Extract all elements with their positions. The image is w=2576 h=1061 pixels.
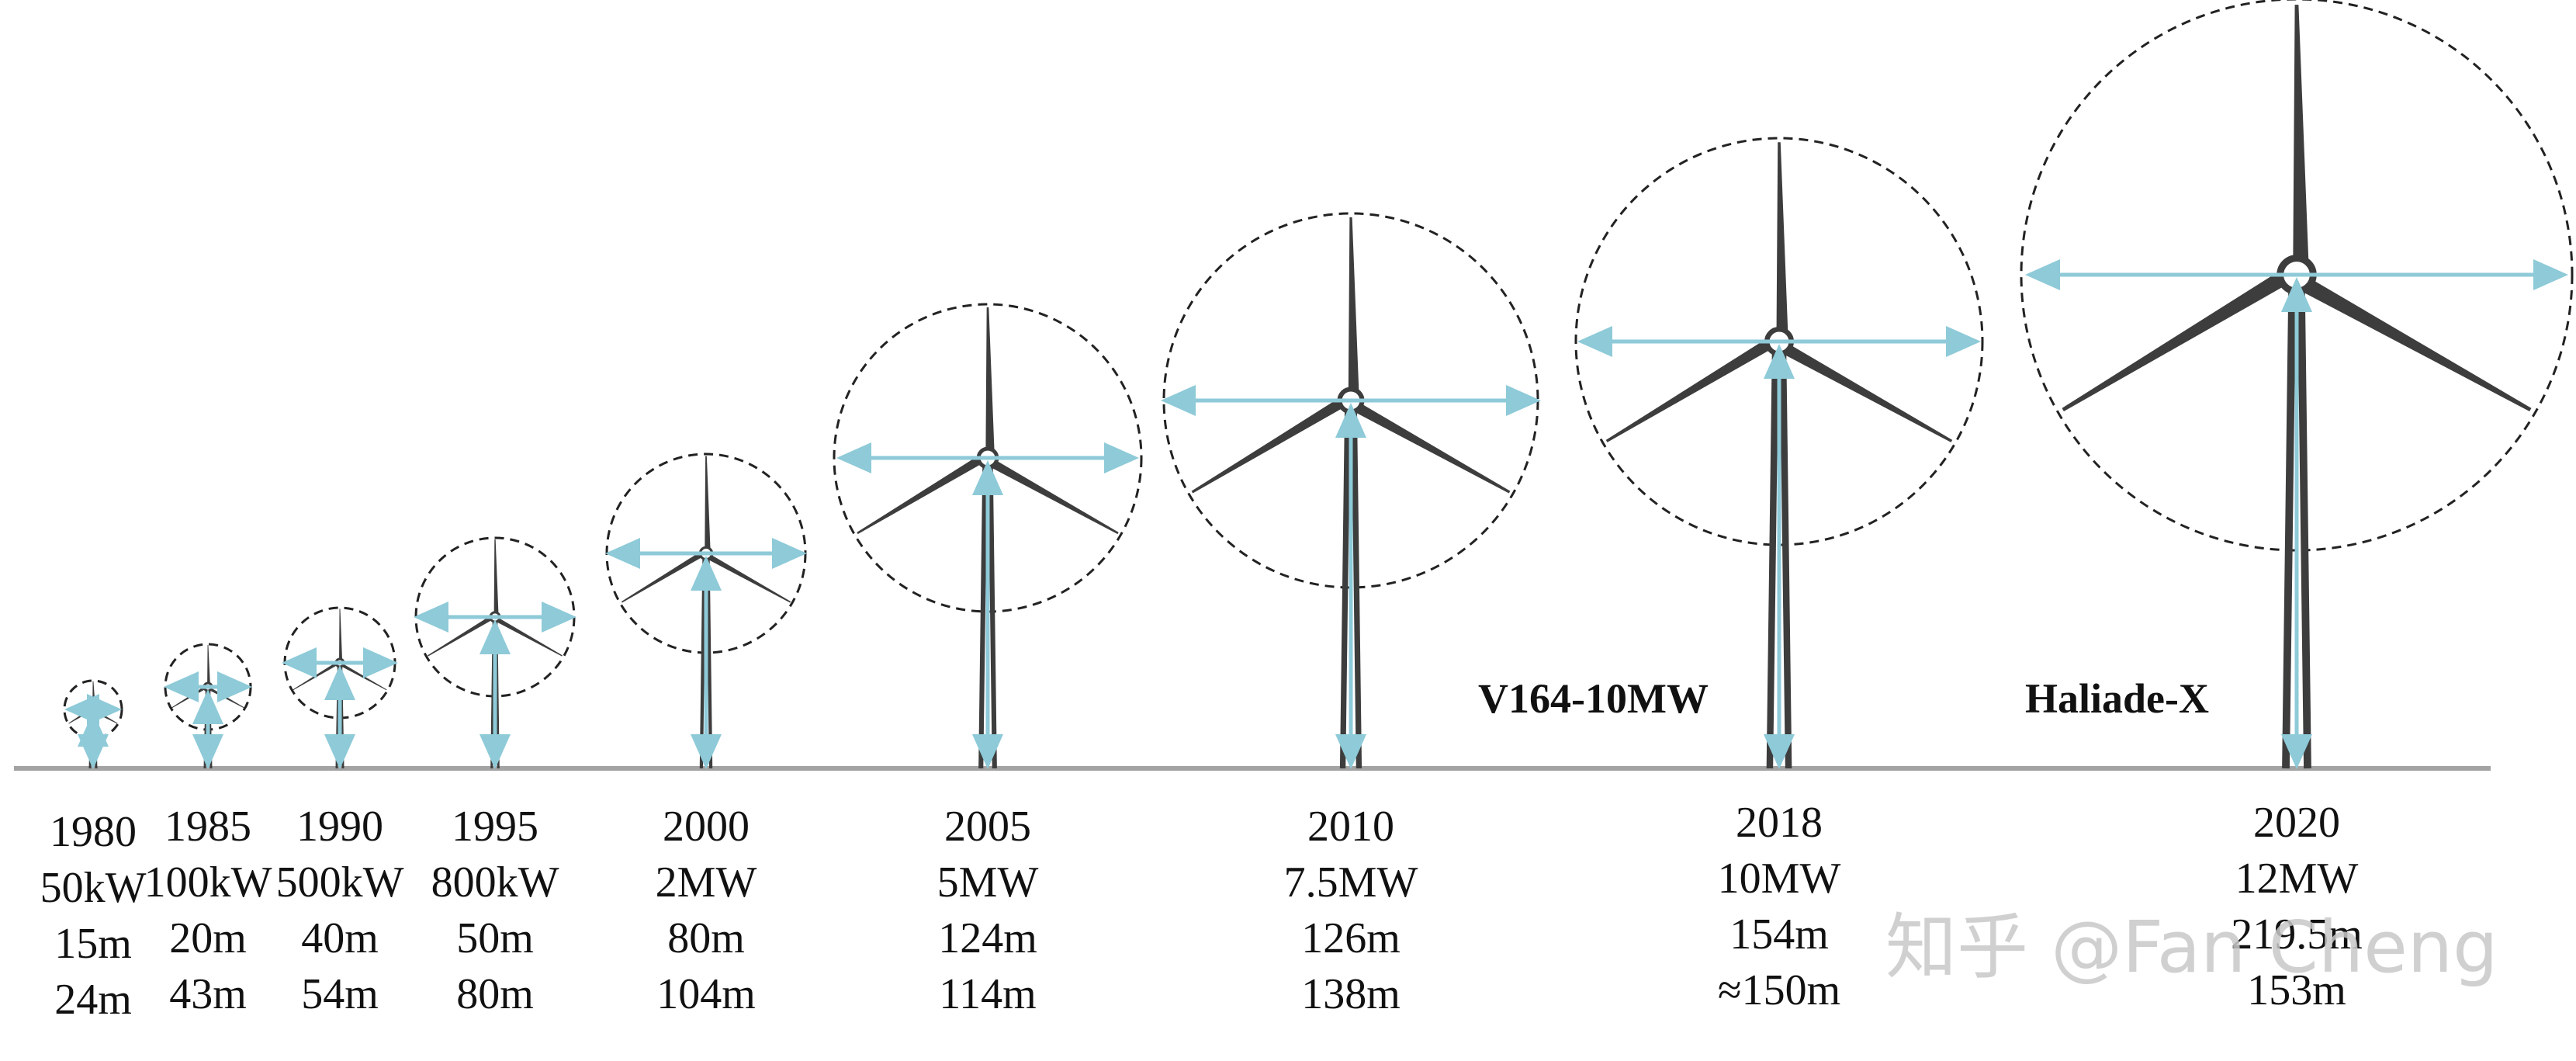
blade-1 — [339, 609, 343, 663]
label-year: 1990 — [296, 803, 383, 851]
model-name: Haliade-X — [2025, 675, 2209, 722]
blade-3 — [338, 662, 387, 691]
label-year: 1980 — [50, 808, 137, 856]
turbine-2010 — [1161, 212, 1541, 769]
turbine-1985 — [164, 643, 252, 769]
label-power: 100kW — [144, 858, 272, 907]
turbine-2005 — [833, 303, 1143, 769]
blade-3 — [493, 615, 563, 657]
label-diameter: 50m — [456, 914, 534, 962]
tower-right — [2297, 274, 2311, 769]
blade-2 — [1191, 393, 1352, 494]
label-year: 2018 — [1736, 799, 1823, 847]
blade-3 — [2290, 271, 2532, 412]
blade-3 — [1346, 398, 1511, 494]
label-group-1980: 1980 50kW 15m 24m — [40, 808, 147, 1024]
blade-2 — [1605, 333, 1781, 442]
blade-2 — [428, 614, 496, 657]
label-year: 2010 — [1307, 803, 1394, 851]
turbine-2000 — [605, 452, 807, 769]
label-power: 2MW — [656, 858, 757, 907]
label-group-2020: 2020 12MW 219.5m 153m Haliade-X — [2025, 675, 2363, 1014]
blade-1 — [493, 539, 499, 617]
blade-2 — [857, 452, 989, 535]
turbine-2018 — [1574, 137, 1984, 769]
label-hub-height: 138m — [1301, 970, 1401, 1018]
label-hub-height: 104m — [656, 970, 756, 1018]
blade-2 — [2062, 264, 2299, 412]
label-year: 2005 — [944, 803, 1031, 851]
watermark: 知乎 @Fan Cheng — [1885, 906, 2498, 989]
tower-left — [1766, 341, 1779, 769]
label-diameter: 15m — [54, 920, 132, 968]
rotor-circle — [2020, 0, 2574, 552]
label-group-1985: 1985 100kW 20m 43m — [144, 803, 272, 1018]
blade-1 — [1348, 217, 1359, 400]
model-name: V164-10MW — [1478, 675, 1709, 722]
label-hub-height: 54m — [301, 970, 379, 1018]
label-hub-height: ≈150m — [1718, 966, 1840, 1014]
label-power: 12MW — [2235, 855, 2359, 903]
label-group-2018: 2018 10MW 154m ≈150m V164-10MW — [1478, 675, 1840, 1014]
label-diameter: 80m — [667, 914, 745, 962]
label-power: 800kW — [431, 858, 559, 907]
rotor-circle — [63, 679, 123, 740]
label-hub-height: 24m — [54, 976, 132, 1024]
blade-2 — [621, 550, 707, 603]
blade-3 — [1774, 338, 1953, 442]
label-group-1995: 1995 800kW 50m 80m — [431, 803, 559, 1018]
tower-right — [988, 457, 997, 769]
label-power: 7.5MW — [1284, 858, 1418, 907]
label-diameter: 126m — [1301, 914, 1401, 962]
label-group-2010: 2010 7.5MW 126m 138m — [1284, 803, 1418, 1018]
label-power: 500kW — [276, 858, 404, 907]
blade-3 — [206, 686, 244, 709]
blade-1 — [705, 456, 711, 553]
tower-right — [1779, 341, 1792, 769]
blade-1 — [1776, 142, 1788, 342]
blade-1 — [985, 307, 995, 458]
label-hub-height: 153m — [2247, 966, 2346, 1014]
blade-1 — [207, 645, 210, 687]
turbine-2020 — [2020, 0, 2574, 769]
label-group-1990: 1990 500kW 40m 54m — [276, 803, 404, 1018]
label-year: 1995 — [452, 803, 538, 851]
label-hub-height: 80m — [456, 970, 534, 1018]
turbine-1990 — [282, 606, 398, 769]
blade-3 — [704, 552, 791, 603]
blade-3 — [984, 456, 1119, 535]
tower-left — [1339, 400, 1351, 769]
tower-right — [1351, 400, 1362, 769]
blade-1 — [2293, 5, 2309, 275]
blade-2 — [293, 661, 341, 691]
label-diameter: 154m — [1729, 910, 1829, 959]
label-power: 50kW — [40, 864, 147, 912]
turbine-1995 — [414, 536, 576, 769]
tower-left — [699, 553, 706, 769]
label-diameter: 20m — [169, 914, 247, 962]
label-diameter: 40m — [301, 914, 379, 962]
label-hub-height: 114m — [939, 970, 1036, 1018]
label-diameter: 219.5m — [2231, 910, 2363, 959]
tower-left — [2282, 274, 2297, 769]
label-power: 10MW — [1718, 855, 1841, 903]
label-year: 1985 — [164, 803, 251, 851]
tower-left — [978, 457, 988, 769]
label-group-2005: 2005 5MW 124m 114m — [937, 803, 1039, 1018]
label-diameter: 124m — [938, 914, 1037, 962]
label-hub-height: 43m — [169, 970, 247, 1018]
tower-right — [706, 553, 713, 769]
label-year: 2020 — [2253, 799, 2340, 847]
label-year: 2000 — [663, 803, 750, 851]
label-power: 5MW — [937, 858, 1039, 907]
turbine-1980 — [63, 679, 123, 769]
label-group-2000: 2000 2MW 80m 104m — [656, 803, 757, 1018]
